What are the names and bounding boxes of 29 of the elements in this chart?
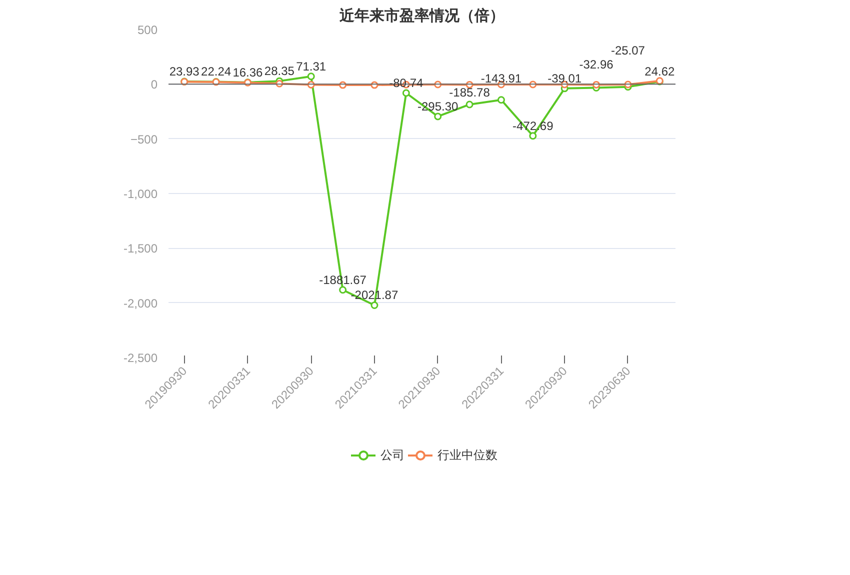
data-label: 71.31 xyxy=(296,59,326,74)
y-tick-label: -1,500 xyxy=(123,242,158,256)
y-tick-label: 500 xyxy=(137,23,158,37)
point xyxy=(529,132,537,140)
data-label: 22.24 xyxy=(201,64,232,79)
data-label: 23.93 xyxy=(169,64,200,79)
data-label: 16.36 xyxy=(232,65,264,80)
data-label: 28.35 xyxy=(264,64,295,78)
point xyxy=(434,112,442,120)
data-label: 24.62 xyxy=(644,64,675,78)
y-tick-label: 0 xyxy=(150,78,158,92)
data-label: -39.01 xyxy=(548,71,582,86)
point xyxy=(466,100,474,108)
data-label: -185.78 xyxy=(449,85,490,100)
point xyxy=(307,72,315,80)
y-tick-label: −500 xyxy=(130,132,158,146)
legend-label: 行业中位数 xyxy=(438,446,498,464)
point xyxy=(402,89,410,97)
legend-label: 公司 xyxy=(380,446,404,464)
point xyxy=(370,301,378,309)
point xyxy=(497,96,505,104)
chart-title: 近年来市盈率情况（倍） xyxy=(338,6,504,24)
y-tick-label: -1,000 xyxy=(123,187,158,201)
data-label: -32.96 xyxy=(579,57,614,72)
data-label: -143.91 xyxy=(480,71,522,86)
point xyxy=(339,286,347,294)
y-tick-label: -2,500 xyxy=(123,351,158,365)
data-label: -25.07 xyxy=(610,43,646,58)
y-tick-label: -2,000 xyxy=(123,296,158,310)
